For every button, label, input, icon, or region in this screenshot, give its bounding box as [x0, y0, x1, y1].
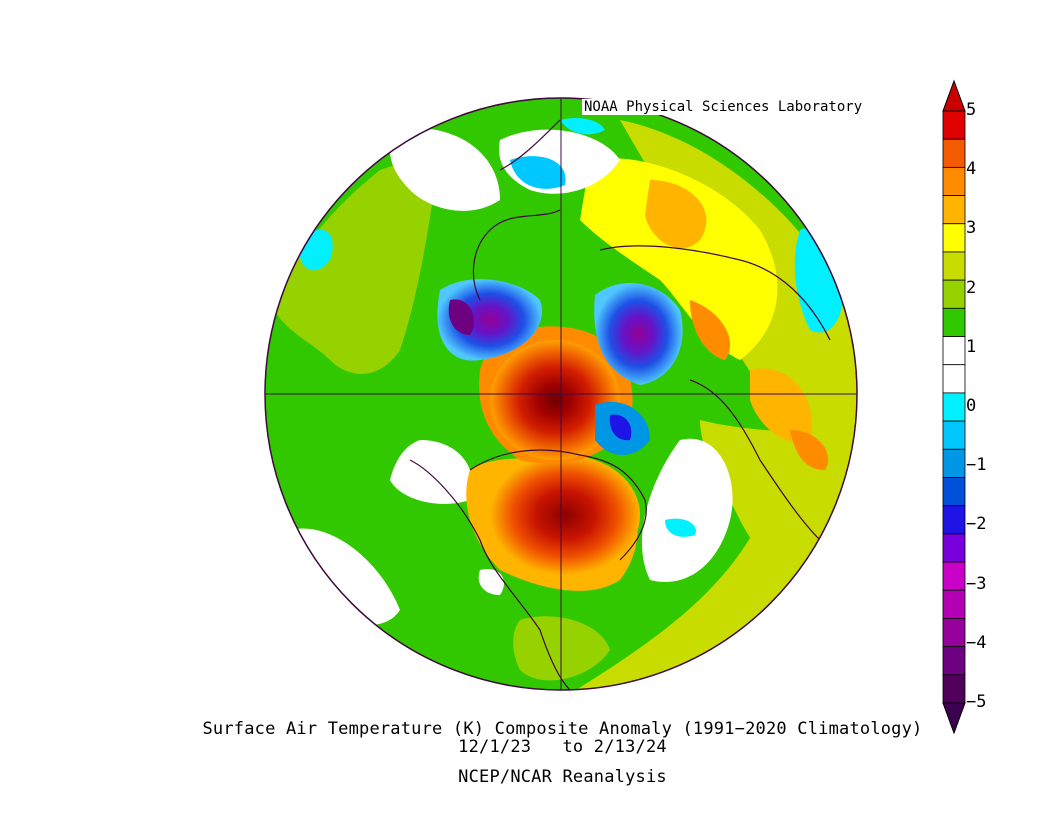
colorbar-tick-label: −1: [966, 455, 987, 476]
colorbar-tick-label: −2: [966, 514, 987, 535]
colorbar-swatch: [942, 561, 966, 591]
colorbar-swatch: [942, 505, 966, 535]
colorbar-swatch: [942, 138, 966, 168]
colorbar-tick-label: 3: [966, 218, 977, 239]
colorbar-tick-label: 5: [966, 100, 977, 120]
colorbar-tick-label: −5: [966, 692, 987, 712]
colorbar-swatch: [942, 533, 966, 563]
colorbar-swatch: [942, 166, 966, 196]
colorbar-swatch: [942, 448, 966, 478]
colorbar-swatch: [942, 674, 966, 704]
colorbar-tick-label: −4: [966, 632, 987, 653]
colorbar-swatch: [942, 364, 966, 394]
colorbar-swatch: [942, 251, 966, 281]
data-source: NCEP/NCAR Reanalysis: [458, 767, 667, 787]
colorbar-swatch: [942, 392, 966, 422]
colorbar-swatch: [942, 195, 966, 225]
colorbar-tick-label: −3: [966, 573, 987, 594]
colorbar-tick-label: 1: [966, 336, 977, 357]
colorbar-swatch: [942, 589, 966, 619]
colorbar: [942, 79, 966, 735]
map-fill: [265, 98, 857, 690]
colorbar-swatch: [942, 477, 966, 507]
colorbar-tick-label: 4: [966, 159, 977, 180]
colorbar-swatch: [942, 110, 966, 140]
colorbar-under-arrow: [942, 702, 966, 735]
coastlines: [409, 119, 831, 690]
colorbar-swatch: [942, 307, 966, 337]
colorbar-swatch: [942, 618, 966, 648]
colorbar-over-arrow: [942, 79, 966, 112]
colorbar-tick-label: 0: [966, 396, 977, 416]
colorbar-swatch: [942, 223, 966, 253]
colorbar-swatch: [942, 279, 966, 309]
colorbar-swatch: [942, 646, 966, 676]
colorbar-tick-label: 2: [966, 277, 977, 298]
date-range: 12/1/23 to 2/13/24: [458, 737, 667, 757]
credit-label: NOAA Physical Sciences Laboratory: [582, 99, 869, 115]
colorbar-swatch: [942, 336, 966, 366]
colorbar-swatch: [942, 420, 966, 450]
map-title: Surface Air Temperature (K) Composite An…: [202, 719, 923, 739]
